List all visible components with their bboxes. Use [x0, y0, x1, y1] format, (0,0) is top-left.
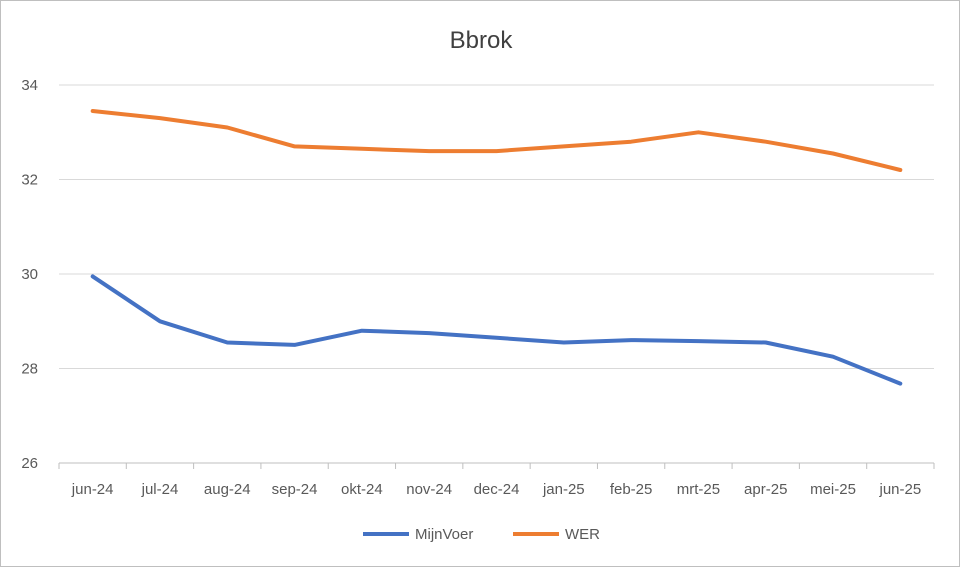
y-tick-label: 28	[21, 361, 38, 378]
y-tick-label: 34	[21, 77, 38, 94]
x-tick-label: nov-24	[406, 481, 452, 498]
y-tick-label: 32	[21, 172, 38, 189]
x-tick-label: mrt-25	[677, 481, 720, 498]
x-tick-label: jul-24	[141, 481, 179, 498]
x-tick-label: jun-24	[71, 481, 114, 498]
series-group	[90, 109, 903, 386]
gridlines	[59, 84, 934, 369]
x-tick-label: aug-24	[204, 481, 251, 498]
legend-label: WER	[565, 526, 600, 543]
y-tick-label: 30	[21, 266, 38, 283]
x-tick-label: jan-25	[542, 481, 585, 498]
x-tick-label: apr-25	[744, 481, 787, 498]
x-tick-label: okt-24	[341, 481, 383, 498]
series-line-mijnvoer	[90, 274, 903, 386]
y-axis-ticks: 26 28 30 32 34	[21, 77, 38, 472]
legend: MijnVoer WER	[363, 526, 600, 543]
y-tick-label: 26	[21, 455, 38, 472]
x-tick-label: mei-25	[810, 481, 856, 498]
chart-title: Bbrok	[450, 27, 514, 54]
x-axis: jun-24 jul-24 aug-24 sep-24 okt-24 nov-24 dec-…	[58, 462, 935, 498]
x-tick-label: feb-25	[610, 481, 653, 498]
legend-label: MijnVoer	[415, 526, 473, 543]
x-tick-label: sep-24	[272, 481, 318, 498]
series-line-wer	[90, 109, 903, 172]
x-tick-label: dec-24	[474, 481, 520, 498]
x-tick-label: jun-25	[878, 481, 921, 498]
